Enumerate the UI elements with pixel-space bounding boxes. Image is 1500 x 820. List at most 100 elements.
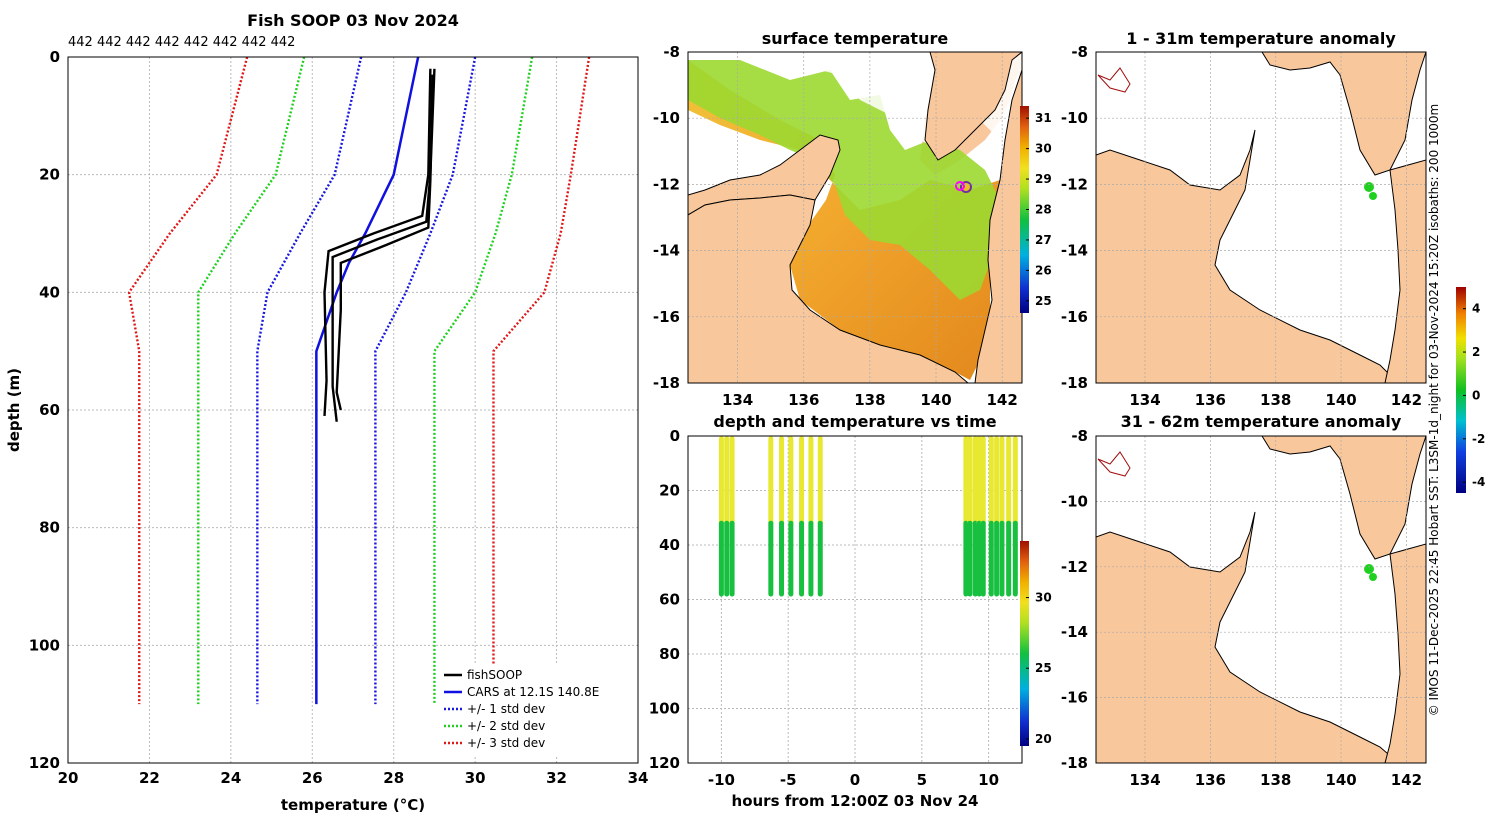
profile-ticks: 20 22 24 26 28 30 32 34 0 20 40 60 80 100 120 bbox=[29, 48, 649, 787]
sst-land-north bbox=[924, 52, 1022, 161]
std-dev-1-upper bbox=[374, 57, 477, 705]
sst-colorbar bbox=[1020, 106, 1029, 313]
map-lon-tick: 142 bbox=[1391, 391, 1422, 409]
profile-x-tick: 22 bbox=[139, 769, 160, 787]
map-lat-tick: -16 bbox=[1061, 689, 1088, 707]
sst-title: surface temperature bbox=[762, 29, 949, 48]
anomaly-deep-land-east bbox=[1384, 543, 1426, 763]
map-lat-tick: -12 bbox=[653, 175, 680, 193]
profile-x-tick: 24 bbox=[220, 769, 241, 787]
profile-y-tick: 60 bbox=[39, 401, 60, 419]
map-lat-tick: -8 bbox=[663, 43, 680, 61]
time-y-tick: 40 bbox=[659, 536, 680, 554]
profile-panel: Fish SOOP 03 Nov 2024 442 442 442 442 44… bbox=[5, 11, 648, 814]
profile-x-tick: 26 bbox=[302, 769, 323, 787]
footer-credit: © IMOS 11-Dec-2025 22:45 Hobart SST: L3S… bbox=[1427, 104, 1441, 717]
map-lat-tick: -16 bbox=[653, 308, 680, 326]
profile-x-tick: 20 bbox=[58, 769, 79, 787]
anomaly-deep-dot bbox=[1369, 573, 1377, 581]
anomaly-shallow-map bbox=[1096, 52, 1426, 383]
legend-label-cars: CARS at 12.1S 140.8E bbox=[467, 685, 599, 699]
map-lat-tick: -16 bbox=[1061, 308, 1088, 326]
time-y-tick: 20 bbox=[659, 482, 680, 500]
legend-label-std3: +/- 3 std dev bbox=[467, 736, 545, 750]
anomaly-deep-ticks: 134 136 138 140 142 -8 -10 -12 -14 -16 -18 bbox=[1061, 427, 1422, 789]
sst-gridlines bbox=[688, 51, 1022, 384]
cars-climatology-line bbox=[315, 57, 420, 705]
map-lon-tick: 134 bbox=[1129, 391, 1160, 409]
anomaly-shallow-dot bbox=[1364, 182, 1374, 192]
time-xlabel: hours from 12:00Z 03 Nov 24 bbox=[732, 792, 979, 810]
map-lon-tick: 140 bbox=[920, 391, 951, 409]
anomaly-deep-frame bbox=[1095, 435, 1427, 764]
colorbar-tick-label: 30 bbox=[1035, 142, 1052, 156]
profile-y-tick: 0 bbox=[50, 48, 60, 66]
anomaly-shallow-coast-island bbox=[1097, 67, 1131, 93]
colorbar-tick-label: 20 bbox=[1035, 732, 1052, 746]
legend-label-std2: +/- 2 std dev bbox=[467, 719, 545, 733]
profile-x-tick: 30 bbox=[465, 769, 486, 787]
profile-title: Fish SOOP 03 Nov 2024 bbox=[247, 11, 459, 30]
std-dev-3-lower bbox=[127, 57, 249, 705]
profile-y-tick: 100 bbox=[29, 636, 60, 654]
anomaly-deep-panel: 31 - 62m temperature anomaly 134 136 138 14… bbox=[1061, 412, 1427, 789]
time-y-tick: 0 bbox=[670, 427, 680, 445]
map-lon-tick: 140 bbox=[1325, 391, 1356, 409]
profile-x-tick: 34 bbox=[628, 769, 649, 787]
time-colorbar-ticks: 20 25 30 bbox=[1026, 591, 1052, 746]
map-lat-tick: -10 bbox=[1061, 109, 1088, 127]
anomaly-shallow-land-east bbox=[1384, 159, 1426, 383]
time-gridlines bbox=[688, 435, 1022, 764]
map-lat-tick: -18 bbox=[1061, 754, 1088, 772]
std-dev-2-upper bbox=[433, 57, 534, 705]
map-lon-tick: 142 bbox=[987, 391, 1018, 409]
map-lon-tick: 136 bbox=[1195, 391, 1226, 409]
colorbar-tick-label: 26 bbox=[1035, 263, 1052, 277]
anomaly-deep-map bbox=[1096, 436, 1426, 763]
map-lon-tick: 136 bbox=[788, 391, 819, 409]
sst-map-body bbox=[688, 52, 1022, 383]
sst-ticks: 134 136 138 140 142 -8 -10 -12 -14 -16 -18 bbox=[653, 43, 1018, 409]
time-panel: depth and temperature vs time -10 -5 0 5 100… bbox=[649, 412, 1052, 810]
colorbar-tick-label: 29 bbox=[1035, 172, 1052, 186]
map-lat-tick: -18 bbox=[653, 374, 680, 392]
map-lat-tick: -8 bbox=[1071, 43, 1088, 61]
map-lon-tick: 138 bbox=[1260, 771, 1291, 789]
map-lat-tick: -10 bbox=[653, 109, 680, 127]
colorbar-tick-label: 31 bbox=[1035, 111, 1052, 125]
anomaly-shallow-ticks: 134 136 138 140 142 -8 -10 -12 -14 -16 -18 bbox=[1061, 43, 1422, 409]
profile-x-tick: 28 bbox=[383, 769, 404, 787]
legend-label-std1: +/- 1 std dev bbox=[467, 702, 545, 716]
map-lat-tick: -8 bbox=[1071, 427, 1088, 445]
colorbar-tick-label: 25 bbox=[1035, 661, 1052, 675]
sst-colorbar-ticks: 25 26 27 28 29 30 31 bbox=[1026, 111, 1052, 308]
std-dev-2-lower bbox=[197, 57, 306, 705]
anomaly-deep-land-south bbox=[1096, 511, 1397, 763]
std-dev-3-upper bbox=[492, 57, 591, 705]
fishsoop-profile bbox=[335, 74, 434, 411]
anomaly-deep-dot bbox=[1364, 564, 1374, 574]
profile-y-tick: 120 bbox=[29, 754, 60, 772]
profile-y-tick: 40 bbox=[39, 283, 60, 301]
profile-y-tick: 80 bbox=[39, 519, 60, 537]
sst-land-east bbox=[974, 69, 1022, 383]
map-lon-tick: 136 bbox=[1195, 771, 1226, 789]
anomaly-shallow-land-south bbox=[1096, 129, 1396, 383]
profile-gridlines bbox=[67, 56, 639, 764]
time-colorbar bbox=[1020, 541, 1029, 746]
map-lon-tick: 138 bbox=[1260, 391, 1291, 409]
map-lat-tick: -12 bbox=[1061, 175, 1088, 193]
colorbar-tick-label: 27 bbox=[1035, 233, 1052, 247]
map-lat-tick: -14 bbox=[1061, 623, 1088, 641]
anomaly-deep-title: 31 - 62m temperature anomaly bbox=[1121, 412, 1402, 431]
time-y-tick: 80 bbox=[659, 645, 680, 663]
profile-xlabel: temperature (°C) bbox=[281, 796, 425, 814]
map-lon-tick: 142 bbox=[1391, 771, 1422, 789]
profile-curves bbox=[127, 57, 591, 705]
profile-counts: 442 442 442 442 442 442 442 442 bbox=[68, 35, 295, 50]
map-lat-tick: -14 bbox=[1061, 242, 1088, 260]
map-lon-tick: 134 bbox=[722, 391, 753, 409]
time-x-tick: -10 bbox=[708, 771, 735, 789]
